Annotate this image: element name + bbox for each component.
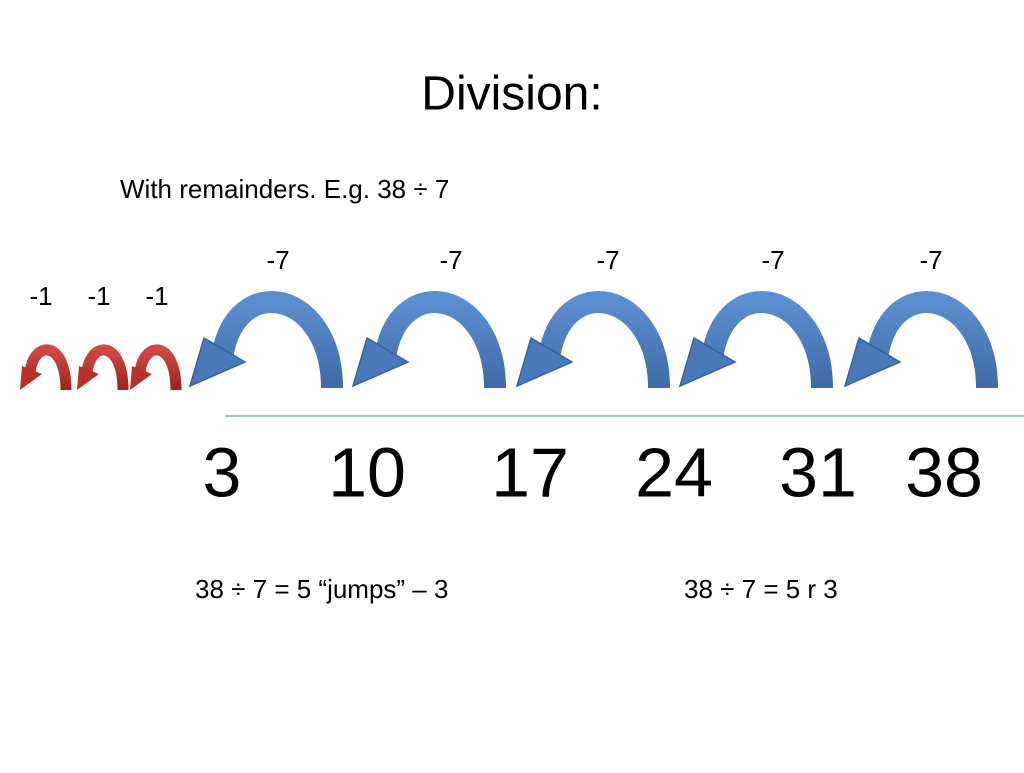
arrow-body: [866, 291, 998, 389]
jump-label: -7: [596, 245, 619, 275]
jump-label: -7: [919, 245, 942, 275]
jump-arrow: [678, 291, 833, 389]
jump-arrow: [351, 291, 506, 389]
number-label: 38: [905, 433, 983, 511]
subtitle: With remainders. E.g. 38 ÷ 7: [120, 174, 449, 204]
jump-label: -7: [439, 245, 462, 275]
small-jump-arrow: [130, 344, 182, 391]
arrow-body: [701, 291, 833, 389]
jump-label: -1: [145, 281, 168, 311]
jump-arrow: [515, 291, 670, 389]
jump-label: -1: [29, 281, 52, 311]
jump-label: -7: [761, 245, 784, 275]
arrow-body: [134, 344, 182, 391]
title: Division:: [421, 68, 602, 121]
number-label: 3: [203, 433, 242, 511]
jump-label: -1: [87, 281, 110, 311]
arrow-body: [24, 344, 72, 391]
number-label: 17: [491, 433, 569, 511]
number-label: 31: [779, 433, 857, 511]
small-jump-arrow: [20, 344, 72, 391]
jump-label: -7: [266, 245, 289, 275]
note: 38 ÷ 7 = 5 “jumps” – 3: [195, 574, 448, 604]
jump-arrow: [188, 291, 343, 389]
arrow-body: [538, 291, 670, 389]
arrow-head: [130, 366, 152, 390]
arrow-head: [515, 336, 574, 388]
arrow-body: [374, 291, 506, 389]
small-jump-arrow: [77, 344, 129, 391]
arrow-head: [678, 336, 737, 388]
jump-arrow: [843, 291, 998, 389]
arrow-head: [351, 336, 410, 388]
arrow-head: [77, 366, 99, 390]
arrow-head: [843, 336, 902, 388]
arrow-body: [211, 291, 343, 389]
arrow-head: [188, 336, 247, 388]
note: 38 ÷ 7 = 5 r 3: [684, 574, 838, 604]
number-label: 10: [328, 433, 406, 511]
arrow-head: [20, 366, 42, 390]
arrow-body: [81, 344, 129, 391]
number-label: 24: [635, 433, 713, 511]
